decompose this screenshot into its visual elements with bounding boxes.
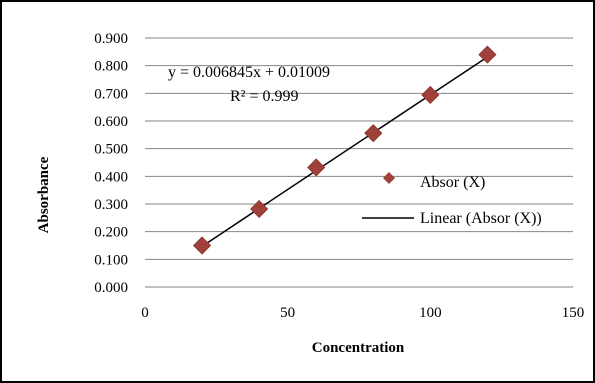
trendline bbox=[201, 56, 488, 247]
y-tick-label: 0.600 bbox=[94, 114, 128, 130]
y-tick-label: 0.000 bbox=[94, 280, 128, 296]
data-point bbox=[193, 236, 212, 255]
y-tick-label: 0.300 bbox=[94, 197, 128, 213]
y-tick-label: 0.900 bbox=[94, 31, 128, 47]
gridlines bbox=[145, 37, 573, 260]
y-tick-label: 0.400 bbox=[94, 169, 128, 185]
data-point bbox=[250, 199, 269, 219]
y-axis-title: Absorbance bbox=[36, 156, 52, 233]
y-tick-label: 0.100 bbox=[94, 252, 128, 268]
x-tick-label: 0 bbox=[141, 305, 149, 321]
legend: Absor (X) Linear (Absor (X)) bbox=[362, 172, 542, 227]
legend-label-absor: Absor (X) bbox=[420, 174, 485, 191]
y-tick-label: 0.700 bbox=[94, 86, 128, 102]
x-tick-label: 150 bbox=[562, 305, 585, 321]
y-tick-label: 0.200 bbox=[94, 225, 128, 241]
legend-marker-absor bbox=[383, 172, 395, 184]
x-axis-title: Concentration bbox=[312, 340, 405, 356]
x-axis-ticks: 0 50 100 150 bbox=[141, 305, 584, 321]
data-points bbox=[193, 45, 497, 255]
r-squared-label: R² = 0.999 bbox=[230, 88, 299, 105]
y-axis-ticks: 0.000 0.100 0.200 0.300 0.400 0.500 0.600 0.700… bbox=[94, 31, 128, 296]
y-tick-label: 0.500 bbox=[94, 142, 128, 158]
data-point bbox=[307, 158, 326, 177]
data-point bbox=[364, 124, 383, 143]
data-point bbox=[421, 85, 440, 105]
legend-label-linear: Linear (Absor (X)) bbox=[420, 210, 542, 227]
y-tick-label: 0.800 bbox=[94, 59, 128, 75]
trendline-equation: y = 0.006845x + 0.01009 bbox=[168, 64, 330, 81]
x-tick-label: 100 bbox=[419, 305, 442, 321]
legend-diamond bbox=[383, 172, 395, 184]
x-tick-label: 50 bbox=[280, 305, 295, 321]
data-point bbox=[478, 45, 497, 64]
